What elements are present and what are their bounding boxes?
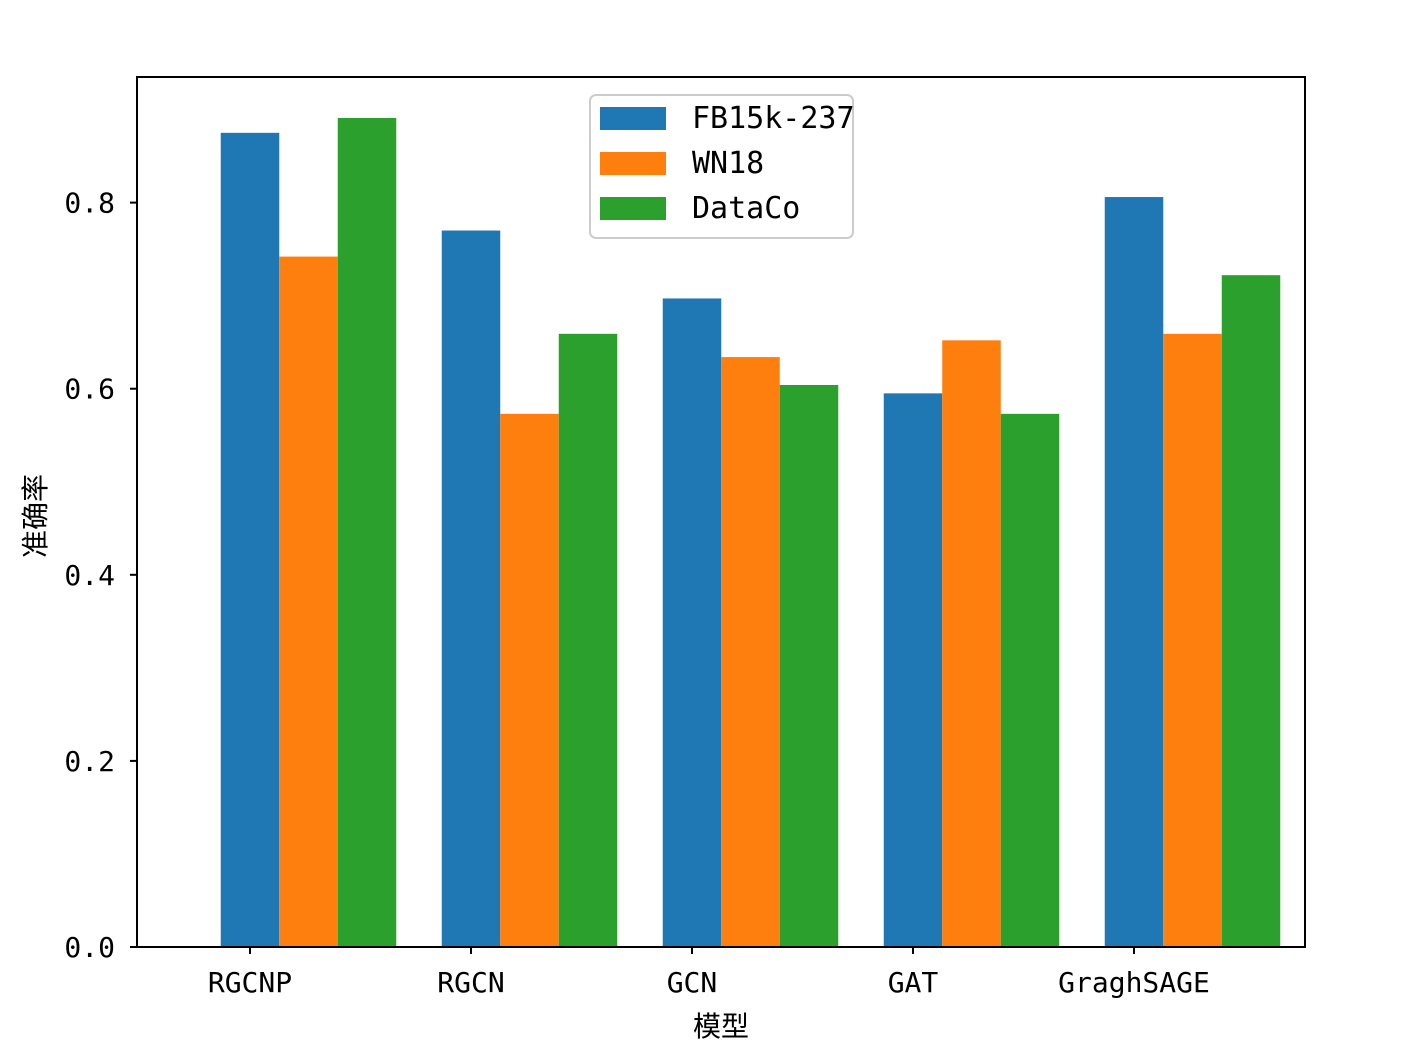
y-tick-label: 0.0 (64, 931, 115, 964)
legend-label-wn18: WN18 (692, 146, 764, 181)
legend-label-fb15k-237: FB15k-237 (692, 101, 855, 136)
legend-swatch-wn18 (600, 152, 666, 175)
bar-gat-dataco (1000, 413, 1060, 947)
x-tick-label: GraghSAGE (1058, 966, 1210, 999)
x-tick-label: GAT (888, 966, 939, 999)
bar-gcn-wn18 (721, 357, 780, 948)
bar-rgcn-fb15k-237 (441, 230, 501, 947)
bar-rgcn-wn18 (500, 413, 559, 947)
legend-swatch-dataco (600, 197, 666, 220)
bar-gat-fb15k-237 (883, 393, 943, 947)
legend: FB15k-237 WN18 DataCo (589, 94, 855, 239)
bar-gat-wn18 (942, 340, 1001, 948)
bar-graghsage-wn18 (1163, 333, 1222, 947)
x-axis: RGCNP RGCN GCN GAT GraghSAGE (208, 947, 1210, 999)
plot-frame (136, 76, 1306, 948)
bar-gcn-dataco (779, 384, 839, 947)
y-tick-label: 0.4 (64, 559, 115, 592)
y-axis-label: 准确率 (19, 474, 52, 558)
x-axis-label: 模型 (693, 1010, 749, 1043)
y-axis: 0.0 0.2 0.4 0.6 0.8 (64, 187, 137, 964)
bar-rgcnp-dataco (337, 117, 397, 948)
bar-rgcn-dataco (558, 333, 618, 947)
bar-rgcnp-wn18 (279, 256, 338, 947)
bar-rgcnp-fb15k-237 (220, 132, 280, 948)
y-tick-label: 0.2 (64, 745, 115, 778)
bar-gcn-fb15k-237 (662, 298, 722, 947)
x-tick-label: RGCN (437, 966, 504, 999)
bar-graghsage-dataco (1221, 275, 1281, 947)
legend-swatch-fb15k-237 (600, 107, 666, 130)
bar-graghsage-fb15k-237 (1104, 197, 1164, 947)
bars-group (220, 117, 1281, 948)
y-tick-label: 0.6 (64, 373, 115, 406)
legend-label-dataco: DataCo (692, 191, 800, 226)
y-tick-label: 0.8 (64, 187, 115, 220)
x-tick-label: GCN (667, 966, 718, 999)
x-tick-label: RGCNP (208, 966, 292, 999)
